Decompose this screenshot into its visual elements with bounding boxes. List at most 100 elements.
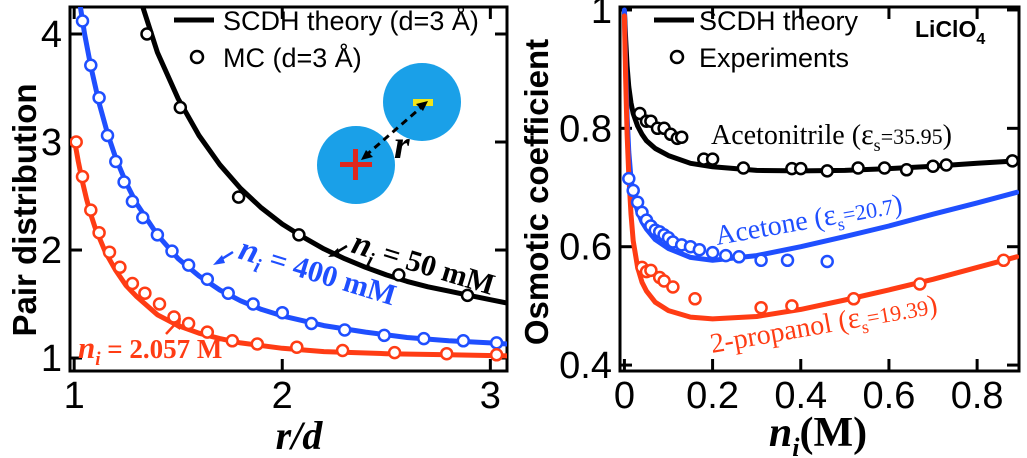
label-2057M-text: ni = 2.057 M (78, 330, 222, 370)
left-data-point-400-mm (417, 331, 431, 346)
right-data-point-acetone (732, 250, 746, 264)
left-theory-line-50-mm (140, 7, 507, 306)
left-data-point-50-mm (460, 288, 475, 303)
label-400mM-arrowhead (213, 255, 225, 265)
distance-label: r (394, 122, 410, 167)
left-data-point-400-mm (377, 328, 391, 343)
right-axis-ticks: 0 0.2 0.4 0.6 0.8 0.4 0.6 0.8 1 (559, 0, 1019, 417)
left-data-point-400-mm (246, 297, 260, 311)
right-x-tick-label: 0.4 (774, 375, 827, 417)
right-legend-marker-swatch (669, 49, 685, 65)
left-x-tick-label: 3 (480, 375, 501, 417)
left-data-point-400-mm (337, 323, 352, 337)
left-y-tick-label: 3 (41, 122, 62, 164)
left-chart: 1 2 3 1 2 3 4 Pair distribution r/d SCDH theor… (6, 5, 509, 458)
left-x-axis-label: r/d (276, 413, 324, 458)
right-data-point-2-propanol (666, 280, 680, 294)
left-data-point-2-057-m (167, 310, 181, 324)
right-data-point-acetone (754, 253, 768, 268)
right-x-tick-label: 0.2 (686, 375, 739, 417)
right-data-point-2-propanol (688, 292, 702, 306)
label-2057M: ni = 2.057 M (78, 318, 222, 370)
left-y-tick-label: 1 (41, 338, 62, 380)
left-y-tick-label: 4 (41, 14, 62, 56)
left-data-point-2-057-m (125, 276, 140, 291)
left-legend-mc-label: MC (d=3 Å) (223, 42, 362, 73)
left-data-point-2-057-m (335, 343, 350, 358)
label-acetonitrile: Acetonitrile (εs=35.95) (711, 118, 952, 155)
label-2057M-arrowhead (172, 318, 181, 330)
left-axis-ticks: 1 2 3 1 2 3 4 (41, 7, 507, 417)
left-theory-line-400-mm (77, 7, 507, 347)
right-chart: 0 0.2 0.4 0.6 0.8 0.4 0.6 0.8 1 Osmotic coeffici… (518, 0, 1021, 458)
left-legend: SCDH theory (d=3 Å) MC (d=3 Å) (174, 5, 479, 73)
right-y-tick-label: 1 (591, 0, 612, 32)
right-plot-frame (618, 5, 1021, 373)
left-data-point-2-057-m (290, 340, 304, 354)
right-data-point-2-propanol (754, 300, 768, 315)
right-data-point-acetone (692, 242, 707, 257)
right-data-point-acetone (626, 183, 640, 198)
right-data-point-acetonitrile (1005, 154, 1019, 168)
right-data-point-acetonitrile (851, 161, 865, 175)
left-data-point-400-mm (489, 336, 504, 350)
right-y-tick-label: 0.8 (559, 108, 612, 150)
right-x-tick-label: 0.8 (951, 375, 1004, 417)
right-data-point-acetonitrile (736, 161, 751, 175)
right-data-point-2-propanol (785, 299, 799, 313)
left-data-point-400-mm (275, 305, 290, 320)
right-x-tick-label: 0.6 (863, 375, 916, 417)
right-x-axis-label: ni(M) (769, 410, 867, 458)
left-data-point-2-057-m (250, 337, 265, 351)
left-data-point-50-mm (140, 27, 154, 41)
ion-pair-inset: r (317, 63, 461, 204)
right-data-point-acetone (719, 248, 733, 263)
left-data-point-400-mm (221, 286, 235, 300)
left-data-point-2-057-m (387, 345, 402, 360)
left-data-point-2-057-m (138, 286, 152, 300)
left-data-point-50-mm (231, 190, 246, 204)
left-data-point-2-057-m (225, 334, 240, 348)
right-data-point-acetonitrile (926, 159, 940, 173)
left-data-point-2-057-m (70, 135, 83, 149)
left-data-point-400-mm (125, 194, 140, 209)
left-y-tick-label: 2 (41, 230, 62, 272)
left-data-point-50-mm (392, 268, 406, 282)
right-data-point-acetone (705, 245, 720, 260)
left-data-point-400-mm (165, 244, 179, 258)
left-data-point-400-mm (100, 128, 115, 143)
left-y-axis-label: Pair distribution (6, 83, 43, 336)
right-y-tick-label: 0.4 (559, 345, 612, 387)
left-data-point-50-mm (173, 100, 188, 115)
right-data-point-2-propanol (996, 253, 1011, 268)
right-panel-title: LiClO4 (915, 16, 985, 48)
left-data-point-400-mm (75, 14, 90, 28)
right-legend: SCDH theory Experiments (654, 6, 859, 73)
left-x-tick-label: 2 (272, 375, 293, 417)
distance-arrow (363, 102, 426, 159)
right-data-point-acetone (622, 171, 636, 186)
left-data-point-400-mm (200, 272, 215, 286)
left-theory-lines (71, 7, 507, 359)
right-experiment-points (622, 106, 1019, 315)
right-legend-exp-label: Experiments (699, 43, 849, 73)
left-data-point-2-057-m (84, 203, 98, 217)
left-data-point-2-057-m (75, 169, 90, 184)
right-data-point-acetonitrile (674, 130, 689, 144)
left-mc-points (70, 14, 504, 362)
right-legend-theory-label: SCDH theory (699, 6, 859, 36)
left-data-point-2-057-m (113, 260, 127, 275)
label-50mM-arrowhead (328, 248, 340, 257)
left-x-tick-label: 1 (64, 375, 85, 417)
left-data-point-2-057-m (439, 346, 454, 361)
left-data-point-2-057-m (200, 325, 215, 339)
left-data-point-2-057-m (102, 245, 117, 259)
left-legend-marker-swatch (189, 49, 205, 65)
right-y-axis-label: Osmotic coefficient (518, 39, 555, 345)
right-data-point-acetonitrile (794, 161, 808, 176)
distance-arrowhead-bottom (361, 150, 373, 160)
left-data-point-400-mm (136, 210, 150, 225)
left-data-point-50-mm (292, 228, 306, 242)
label-2-propanol: 2-propanol (εs=19.39) (707, 287, 940, 363)
